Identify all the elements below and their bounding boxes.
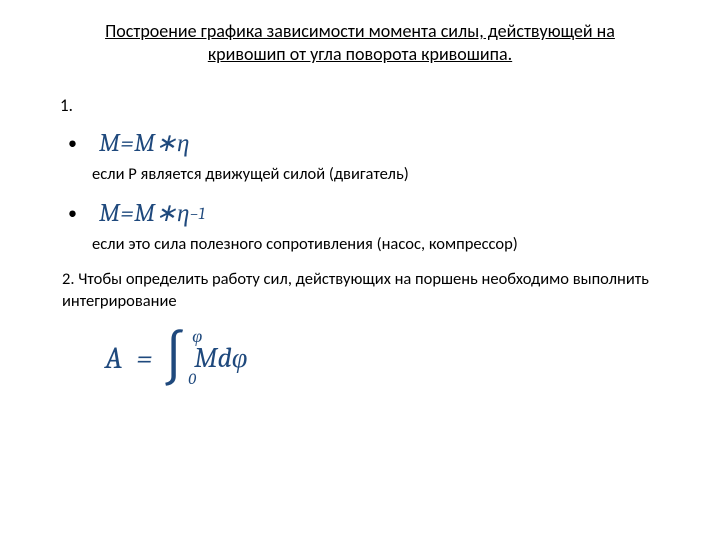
f1-lhs: M <box>99 129 120 158</box>
integral-icon: ∫ <box>162 326 186 390</box>
formula-2: M = M ∗ η−1 <box>99 198 205 228</box>
int-lhs: A <box>105 341 122 376</box>
int-core: φ ∫ 0 <box>162 330 186 386</box>
f2-eq: = <box>120 199 134 228</box>
slide: Построение графика зависимости момента с… <box>0 0 720 386</box>
bullet-icon: • <box>68 202 77 224</box>
f1-rhs1: M <box>134 129 155 158</box>
item-2-text: 2. Чтобы определить работу сил, действую… <box>62 268 660 313</box>
f1-rhs2: η <box>177 129 190 158</box>
formula-1: M = M ∗ η <box>99 128 190 158</box>
bullet-icon: • <box>68 132 77 154</box>
f2-lhs: M <box>99 199 120 228</box>
f2-exp: −1 <box>190 205 206 224</box>
explain-1: если Р является движущей силой (двигател… <box>92 164 670 184</box>
int-upper: φ <box>192 326 202 347</box>
f1-eq: = <box>120 129 134 158</box>
f2-op: ∗ <box>156 198 177 228</box>
f2-rhs1: M <box>134 199 155 228</box>
explain-2: если это сила полезного сопротивления (н… <box>92 234 670 254</box>
integral-formula: A = φ ∫ 0 Mdφ <box>105 330 670 386</box>
item-1-number: 1. <box>60 95 670 116</box>
f1-op: ∗ <box>156 128 177 158</box>
slide-title: Построение графика зависимости момента с… <box>50 20 670 67</box>
int-eq: = <box>136 341 152 376</box>
int-lower: 0 <box>188 370 196 388</box>
title-line2: кривошип от угла поворота кривошипа. <box>208 43 512 65</box>
title-line1: Построение графика зависимости момента с… <box>105 20 615 42</box>
formula-1-row: • M = M ∗ η <box>68 128 670 158</box>
f2-rhs2: η <box>177 199 190 228</box>
formula-2-row: • M = M ∗ η−1 <box>68 198 670 228</box>
